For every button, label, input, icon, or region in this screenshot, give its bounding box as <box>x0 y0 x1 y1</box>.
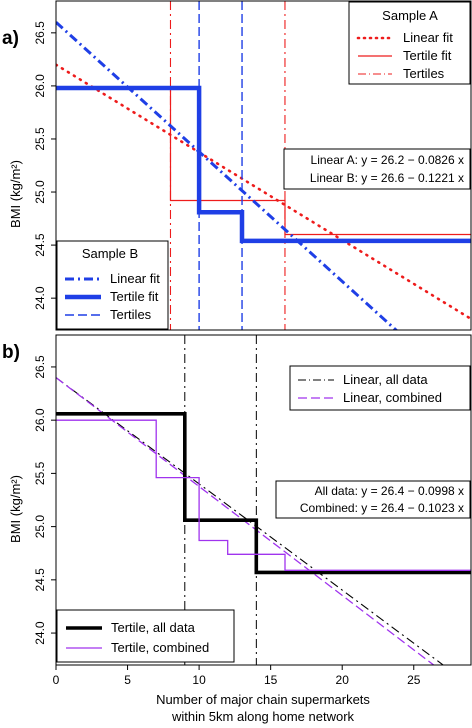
legend-a-tertiles-label: Tertiles <box>403 66 445 81</box>
xlabel-line: within 5km along home network <box>171 709 355 724</box>
x-tick-label: 15 <box>264 673 278 687</box>
panel-a: a) BMI (kg/m²) 24.024.525.025.526.026.5 … <box>2 0 472 331</box>
legend-tertile-combined-label: Tertile, combined <box>111 640 209 655</box>
x-tick-label: 5 <box>124 673 131 687</box>
legend-tertile-b-box <box>56 609 235 663</box>
annotation-linear-b: Linear B: y = 26.6 − 0.1221 x <box>310 171 464 185</box>
annotation-linear-a: Linear A: y = 26.2 − 0.0826 x <box>311 153 464 167</box>
y-tick-label: 26.0 <box>33 408 47 432</box>
legend-linear-b-box <box>289 365 471 411</box>
y-tick-label: 24.0 <box>33 621 47 645</box>
panel-a-series <box>56 1 471 330</box>
annotation-all-data: All data: y = 26.4 − 0.0998 x <box>315 484 464 498</box>
panel-b-series <box>56 335 471 665</box>
y-tick-label: 24.5 <box>33 568 47 592</box>
x-tick-label: 25 <box>407 673 421 687</box>
series-c_ter <box>56 411 471 575</box>
legend-b-tertile-label: Tertile fit <box>110 289 159 304</box>
xlabel-line: Number of major chain supermarkets <box>156 692 370 707</box>
annotation-box-b <box>275 480 471 519</box>
series-b_ter <box>56 85 471 244</box>
annotation-box-a <box>283 148 471 190</box>
legend-b-tertiles-label: Tertiles <box>110 307 152 322</box>
panel-a-frame <box>55 0 472 331</box>
series-a_lin <box>56 63 471 321</box>
panel-b-frame <box>55 334 472 666</box>
legend-linear-b: Linear, all data Linear, combined <box>289 365 471 411</box>
annotation-combined: Combined: y = 26.4 − 0.1023 x <box>300 501 464 515</box>
x-tick-label: 10 <box>192 673 206 687</box>
panel-a-ylabel: BMI (kg/m²) <box>8 160 23 228</box>
panel-a-annotation-box: Linear A: y = 26.2 − 0.0826 x Linear B: … <box>283 148 471 190</box>
y-tick-label: 26.5 <box>33 21 47 45</box>
panel-a-label: a) <box>2 28 19 49</box>
x-tick-label: 20 <box>336 673 350 687</box>
panel-a-y-axis: 24.0 24.5 25.0 25.5 26.0 26.5 <box>33 21 56 310</box>
y-tick-label: 26.5 <box>33 355 47 379</box>
legend-sample-b-box <box>56 240 169 330</box>
series-d_lin <box>56 377 435 665</box>
legend-sample-a: Sample A Linear fit Tertile fit Tertiles <box>348 1 471 85</box>
series-b_lin <box>56 21 399 330</box>
panel-b-xlabel: Number of major chain supermarkets within… <box>156 692 370 724</box>
y-tick-label: 25.0 <box>33 180 47 204</box>
legend-sample-a-title: Sample A <box>382 8 438 23</box>
legend-tertile-all-label: Tertile, all data <box>111 620 196 635</box>
panel-b: b) BMI (kg/m²) 24.0 24.5 25.0 25.5 26.0 26.5 0… <box>2 334 472 724</box>
series-d_ter <box>56 419 471 571</box>
panel-b-axes: 24.0 24.5 25.0 25.5 26.0 26.5 0 5 10 15 20 25 <box>33 355 421 687</box>
legend-sample-b-title: Sample B <box>82 246 138 261</box>
legend-b-linear-label: Linear fit <box>110 271 160 286</box>
panel-b-ylabel: BMI (kg/m²) <box>8 475 23 543</box>
legend-sample-a-box <box>348 1 471 85</box>
y-tick-label: 24.0 <box>33 286 47 310</box>
y-tick-label: 25.5 <box>33 127 47 151</box>
legend-linear-combined-label: Linear, combined <box>343 390 442 405</box>
legend-linear-all-label: Linear, all data <box>343 372 428 387</box>
x-tick-label: 0 <box>53 673 60 687</box>
panel-b-annotation-box: All data: y = 26.4 − 0.0998 x Combined: … <box>275 480 471 519</box>
y-tick-label: 25.5 <box>33 461 47 485</box>
panel-b-label: b) <box>2 342 20 363</box>
legend-a-tertile-label: Tertile fit <box>403 48 452 63</box>
y-tick-label: 25.0 <box>33 515 47 539</box>
y-tick-label: 24.5 <box>33 233 47 257</box>
y-tick-label: 26.0 <box>33 74 47 98</box>
legend-a-linear-label: Linear fit <box>403 30 453 45</box>
legend-sample-b: Sample B Linear fit Tertile fit Tertiles <box>56 240 169 330</box>
legend-tertile-b: Tertile, all data Tertile, combined <box>56 609 235 663</box>
